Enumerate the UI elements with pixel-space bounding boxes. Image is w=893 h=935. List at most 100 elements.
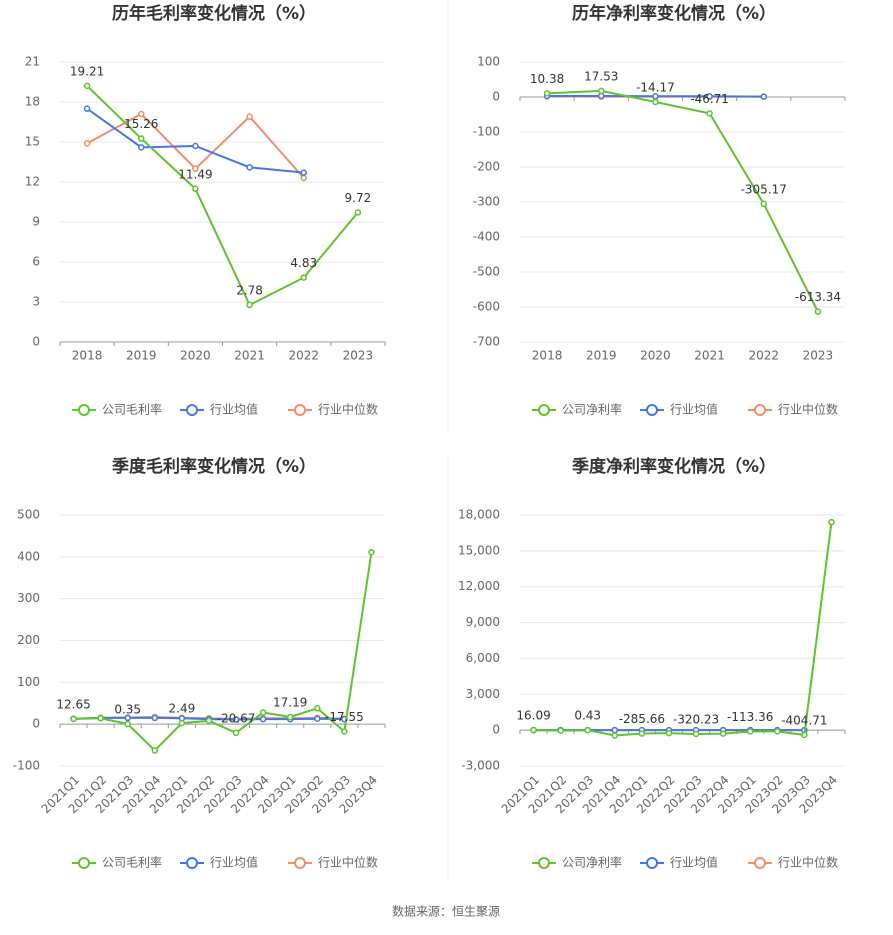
data-point xyxy=(246,113,253,120)
data-point xyxy=(138,110,145,118)
x-tick-label: 2019 xyxy=(586,349,617,363)
data-point xyxy=(611,732,619,739)
legend-label: 行业均值 xyxy=(670,855,718,870)
x-tick-label: 2018 xyxy=(532,349,563,363)
x-tick-label: 2022 xyxy=(748,349,779,363)
y-tick-label: 200 xyxy=(17,633,40,647)
data-label: -320.23 xyxy=(673,712,719,726)
series-line xyxy=(86,85,359,307)
legend-marker xyxy=(754,404,766,416)
x-tick-label: 2018 xyxy=(72,349,103,363)
data-label: -113.36 xyxy=(727,710,773,724)
source-note: 数据来源：恒生聚源 xyxy=(392,904,500,919)
data-label: 19.21 xyxy=(70,64,104,78)
x-tick-label: 2020 xyxy=(180,349,211,363)
data-point xyxy=(746,728,754,735)
data-point xyxy=(638,730,646,737)
data-label: -46.71 xyxy=(690,92,729,106)
data-point xyxy=(341,728,348,735)
legend-label: 行业中位数 xyxy=(318,402,378,417)
data-point xyxy=(598,92,605,100)
data-point xyxy=(300,169,307,176)
data-point xyxy=(192,142,199,150)
legend-label: 行业中位数 xyxy=(778,402,838,417)
legend-marker xyxy=(294,857,306,869)
y-tick-label: -100 xyxy=(13,759,40,773)
legend-marker xyxy=(186,404,198,416)
data-point xyxy=(557,727,564,734)
data-point xyxy=(83,105,91,112)
legend-label: 行业中位数 xyxy=(318,855,378,870)
data-point xyxy=(314,715,321,722)
y-tick-label: 18,000 xyxy=(458,508,500,522)
y-tick-label: -3,000 xyxy=(461,759,500,773)
data-point xyxy=(598,87,605,95)
data-point xyxy=(719,730,727,737)
data-point xyxy=(584,726,591,734)
data-point xyxy=(259,709,267,716)
legend-marker xyxy=(754,857,766,869)
data-point xyxy=(814,308,822,315)
data-point xyxy=(692,730,700,738)
data-point xyxy=(530,726,537,734)
data-label: 16.09 xyxy=(516,708,550,722)
data-point xyxy=(232,729,240,737)
data-label: -17.55 xyxy=(325,710,364,724)
data-point xyxy=(192,165,199,172)
y-tick-label: 500 xyxy=(17,508,40,522)
data-point xyxy=(706,93,713,100)
data-point xyxy=(192,185,199,193)
data-point xyxy=(138,144,145,151)
y-tick-label: -500 xyxy=(473,265,500,279)
y-tick-label: 100 xyxy=(477,55,500,69)
data-label: -14.17 xyxy=(636,80,675,94)
y-tick-label: 0 xyxy=(32,717,40,731)
data-point xyxy=(774,728,781,735)
data-point xyxy=(97,715,104,722)
y-tick-label: -300 xyxy=(473,195,500,209)
data-label: 12.65 xyxy=(56,697,90,711)
data-label: 0.43 xyxy=(574,709,601,723)
y-tick-label: -700 xyxy=(473,335,500,349)
data-point xyxy=(300,274,307,281)
y-tick-label: 300 xyxy=(17,591,40,605)
legend-label: 行业均值 xyxy=(210,402,258,417)
y-tick-label: 6,000 xyxy=(466,651,500,665)
legend-label: 公司毛利率 xyxy=(102,402,162,417)
data-point xyxy=(246,301,253,309)
legend-label: 公司毛利率 xyxy=(102,855,162,870)
data-point xyxy=(543,90,551,97)
data-point xyxy=(611,726,619,734)
x-tick-label: 2022 xyxy=(288,349,319,363)
data-label: -20.67 xyxy=(217,711,256,725)
data-point xyxy=(706,110,713,117)
y-tick-label: 3,000 xyxy=(466,687,500,701)
y-tick-label: 0 xyxy=(32,335,40,349)
data-point xyxy=(665,729,673,737)
x-tick-label: 2021 xyxy=(694,349,725,363)
y-tick-label: -600 xyxy=(473,300,500,314)
series-line xyxy=(533,522,833,737)
x-tick-label: 2019 xyxy=(126,349,157,363)
legend-marker xyxy=(78,857,90,869)
y-tick-label: 12,000 xyxy=(458,579,500,593)
data-point xyxy=(205,717,213,725)
chart-title: 季度毛利率变化情况（%） xyxy=(112,456,316,477)
y-tick-label: 3 xyxy=(32,295,40,309)
data-point xyxy=(828,518,835,526)
data-point xyxy=(760,200,767,208)
legend-label: 行业中位数 xyxy=(778,855,838,870)
data-point xyxy=(232,716,240,723)
legend-marker xyxy=(646,857,658,869)
data-label: 15.26 xyxy=(124,117,158,131)
data-point xyxy=(138,135,145,142)
series-line xyxy=(73,552,373,752)
data-point xyxy=(83,82,91,90)
data-point xyxy=(652,98,659,106)
data-point xyxy=(151,714,159,722)
y-tick-label: -400 xyxy=(473,230,500,244)
data-point xyxy=(151,747,159,754)
y-tick-label: 15,000 xyxy=(458,543,500,557)
data-point xyxy=(83,140,91,147)
